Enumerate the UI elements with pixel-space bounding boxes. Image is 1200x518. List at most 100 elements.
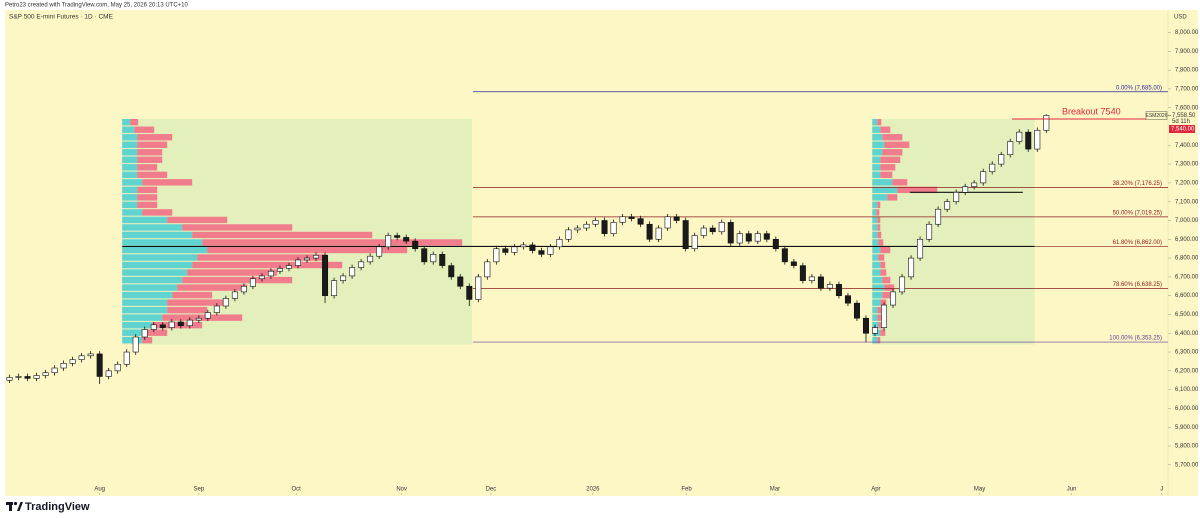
candle-body [349,267,356,277]
down-volume-bar [877,306,882,314]
up-volume-bar [122,141,138,148]
up-volume-bar [872,156,881,163]
up-volume-bar [122,276,183,284]
y-tick-label: 7,400.00 [1175,143,1199,149]
candle-body [736,233,743,244]
x-tick-label: Nov [396,487,407,493]
candle-body [1034,129,1041,150]
candle-body [637,218,644,225]
y-tick-label: 6,500.00 [1175,312,1199,318]
candle-body [727,222,734,244]
down-volume-bar [147,329,168,336]
candle-body [493,248,500,263]
y-tick-label: 5,900.00 [1175,425,1199,431]
x-tick-label: Feb [681,487,692,493]
up-volume-bar [122,299,168,306]
candle-body [944,201,951,210]
down-volume-bar [152,321,203,329]
down-volume-bar [142,337,153,344]
y-tick-label: 7,600.00 [1175,105,1199,111]
candle-body [150,324,157,330]
y-tick-label: 5,700.00 [1175,462,1199,468]
candle-body [655,227,662,240]
logo-part [13,501,18,506]
up-volume-bar [122,246,208,254]
y-tick-label: 6,700.00 [1175,274,1199,280]
candle-body [213,305,220,313]
down-volume-bar [877,216,881,224]
attribution: Petro23 created with TradingView.com, Ma… [5,3,188,9]
candle-body [989,163,996,172]
y-tick-label: 6,800.00 [1175,256,1199,262]
candle-body [60,363,67,369]
candle-body [511,246,518,253]
x-tick-label: Dec [486,487,497,493]
up-volume-bar [872,216,878,224]
up-volume-bar [872,141,885,148]
up-volume-bar [122,239,203,246]
up-volume-bar [872,186,898,194]
candle-body [376,246,383,257]
y-tick-label: 5,800.00 [1175,444,1199,450]
candle-body [24,376,31,379]
down-volume-bar [197,254,328,261]
up-volume-bar [872,314,878,321]
candle-body [709,227,716,233]
candle-body [890,291,897,306]
alert-tag [1169,125,1195,134]
down-volume-bar [187,269,278,276]
candle-body [1007,141,1014,156]
candle-body [664,216,671,229]
up-volume-bar [122,119,131,126]
candle-body [700,227,707,236]
down-volume-bar [878,239,884,246]
down-volume-bar [880,171,893,179]
up-volume-bar [122,216,168,224]
up-volume-bar [872,337,878,344]
up-volume-bar [872,194,888,201]
fib-label: 61.80% (6,862.00) [1113,240,1162,246]
x-tick-label: Oct [292,487,302,493]
candle-body [249,278,256,287]
up-volume-bar [872,171,881,179]
up-volume-bar [872,239,879,246]
up-volume-bar [122,337,143,344]
down-volume-bar [880,299,887,306]
candle-body [285,265,292,269]
down-volume-bar [130,119,139,126]
symbol-tag-label: ESM2026 [1146,113,1168,119]
candle-body [78,355,85,360]
candle-body [980,171,987,184]
candle-body [322,254,329,296]
down-volume-bar [877,201,881,209]
y-tick-label: 6,600.00 [1175,293,1199,299]
candle-body [745,233,752,242]
down-volume-bar [142,179,193,186]
up-volume-bar [122,209,143,216]
down-volume-bar [137,134,173,141]
up-volume-bar [122,284,178,291]
down-volume-bar [172,291,213,299]
candle-body [610,222,617,234]
down-volume-bar [880,329,886,336]
down-volume-bar [167,216,228,224]
y-tick-label: 6,000.00 [1175,406,1199,412]
candle-body [502,248,509,253]
down-volume-bar [162,314,243,321]
symbol-tag [1145,111,1168,120]
up-volume-bar [122,186,138,194]
candle-body [96,353,103,377]
up-volume-bar [872,231,878,239]
candle-body [331,280,338,296]
brand: TradingView [25,501,90,513]
down-volume-bar [887,194,898,201]
up-volume-bar [122,224,183,231]
down-volume-bar [182,224,293,231]
down-volume-bar [882,291,891,299]
y-tick-label: 6,900.00 [1175,237,1199,243]
candle-body [159,324,166,328]
down-volume-bar [177,284,248,291]
y-tick-label: 7,100.00 [1175,199,1199,205]
candle-body [132,336,139,353]
candle-body [1025,131,1032,150]
